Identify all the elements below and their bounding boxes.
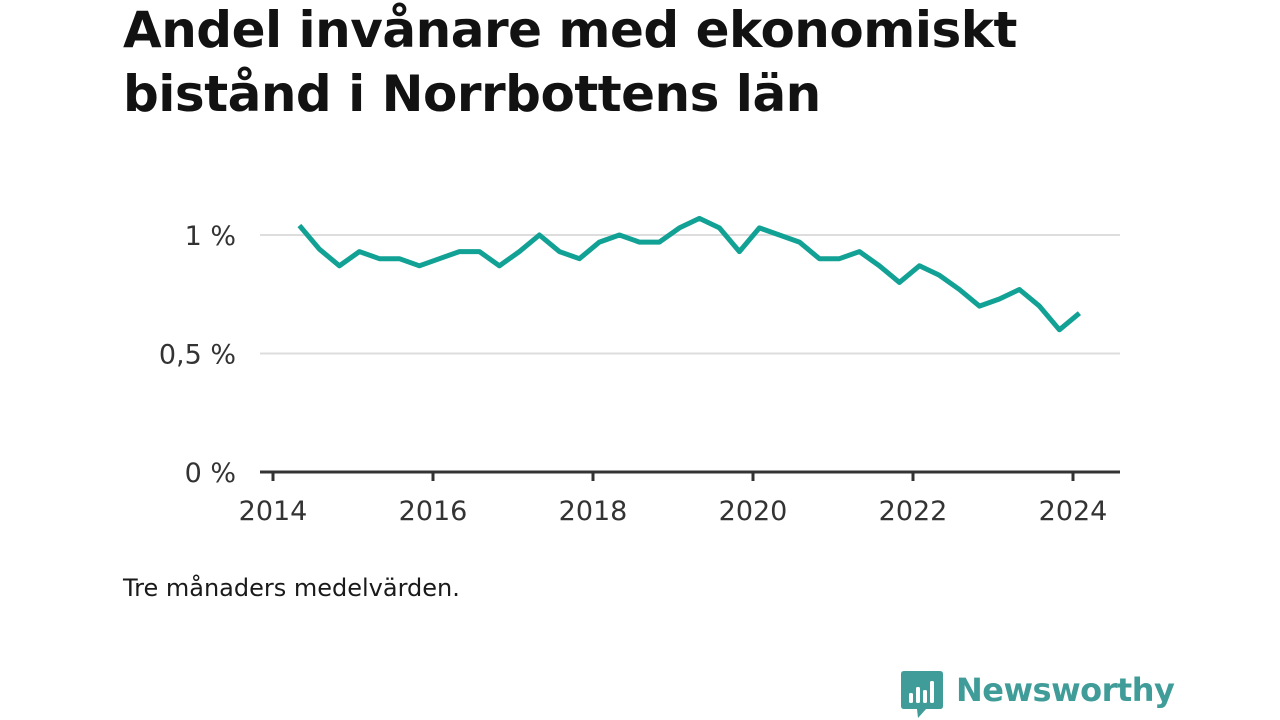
x-tick-label: 2016	[399, 496, 468, 527]
series-layer	[297, 215, 1081, 333]
x-tick-label: 2022	[879, 496, 948, 527]
x-axis: 2014 2016 2018 2020 2022 2024	[239, 470, 1120, 527]
gridlines	[260, 234, 1120, 355]
bar-chart-speech-bubble-icon	[901, 671, 943, 718]
y-tick-label: 0 %	[185, 458, 236, 489]
chart-caption: Tre månaders medelvärden.	[123, 574, 460, 602]
y-axis-labels: 0 % 0,5 % 1 %	[159, 221, 236, 489]
series-line-0	[297, 215, 1081, 333]
x-tick-label: 2024	[1039, 496, 1108, 527]
y-tick-label: 1 %	[185, 221, 236, 252]
chart-title: Andel invånare med ekonomiskt bistånd i …	[123, 1, 1017, 123]
brand-name: Newsworthy	[956, 671, 1175, 709]
x-tick-label: 2020	[719, 496, 788, 527]
y-tick-label: 0,5 %	[159, 340, 236, 371]
brand-logo[interactable]: Newsworthy	[900, 668, 1175, 720]
x-tick-label: 2018	[559, 496, 628, 527]
x-tick-label: 2014	[239, 496, 308, 527]
